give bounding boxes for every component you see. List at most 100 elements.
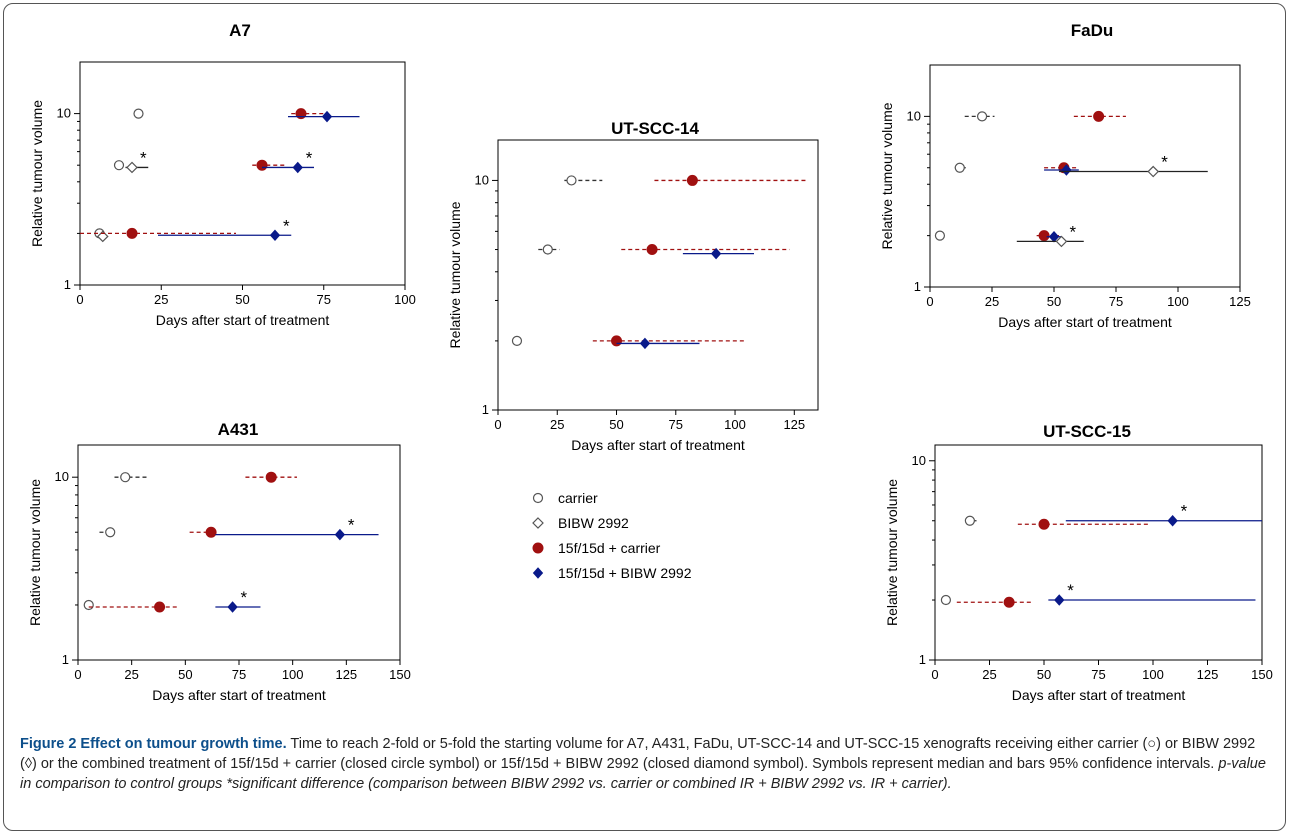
plot-frame [497,139,819,411]
data-point-carrier [976,111,988,122]
caption-title: Figure 2 Effect on tumour growth time. [20,736,287,752]
x-axis-label: Days after start of treatment [156,312,330,328]
y-tick-label: 10 [475,172,489,187]
x-tick-label: 75 [1091,667,1105,682]
significance-mark: * [241,588,248,607]
chart-title: A431 [218,420,259,439]
legend-label: 15f/15d + BIBW 2992 [558,565,692,581]
y-axis-label: Relative tumour volume [879,102,895,249]
data-point-carrier [83,599,94,611]
data-point-bibw [126,161,138,174]
x-tick-label: 100 [1142,667,1164,682]
x-tick-label: 150 [1251,667,1273,682]
data-point-ir-bibw [1167,515,1178,527]
legend-marker-bibw [532,517,544,529]
data-point-carrier [120,472,131,483]
data-point-bibw [96,230,109,243]
figure-frame [3,3,1286,831]
x-tick-label: 125 [335,667,357,682]
data-point-bibw [1147,165,1160,178]
data-point-ir-bibw [710,247,722,260]
y-tick-label: 10 [57,106,71,121]
data-point-ir-carrier [611,335,623,347]
y-tick-label: 10 [907,108,921,123]
x-tick-label: 125 [783,417,805,432]
x-tick-label: 25 [154,292,168,307]
x-tick-label: 75 [669,417,683,432]
y-tick-label: 1 [64,277,71,292]
data-point-ir-carrier [205,526,217,538]
x-tick-label: 75 [317,292,331,307]
data-point-ir-carrier [126,227,138,239]
data-point-ir-carrier [646,244,658,256]
x-tick-label: 50 [609,417,623,432]
x-tick-label: 0 [926,294,933,309]
x-tick-label: 75 [232,667,246,682]
data-point-carrier [133,108,144,119]
legend-label: BIBW 2992 [558,515,629,531]
y-tick-label: 1 [62,652,69,667]
y-axis-label: Relative tumour volume [27,479,43,626]
data-point-ir-carrier [1003,596,1015,608]
data-point-ir-bibw [227,601,238,613]
significance-mark: * [1069,222,1076,241]
significance-mark: * [1067,581,1074,600]
x-tick-label: 25 [550,417,564,432]
x-tick-label: 125 [1197,667,1219,682]
x-tick-label: 50 [178,667,192,682]
data-point-ir-bibw [269,229,281,242]
plot-frame [79,61,406,286]
chart-panel-fadu: FaDu 0 25 50 75 100 125 1 10 Days after start of … [879,21,1251,330]
significance-mark: * [1181,502,1188,521]
x-tick-label: 100 [1167,294,1189,309]
legend-label: 15f/15d + carrier [558,540,661,556]
data-point-carrier [940,594,952,606]
chart-panel-ut-scc-14: UT-SCC-14 0 25 50 75 100 125 1 10 Days after star… [447,119,819,453]
data-point-ir-bibw [292,161,303,174]
significance-mark: * [140,148,147,167]
chart-title: FaDu [1071,21,1114,40]
data-point-bibw [1055,235,1068,248]
y-axis-label: Relative tumour volume [884,479,900,626]
chart-title: A7 [229,21,251,40]
x-axis-label: Days after start of treatment [571,437,745,453]
plot-frame [934,444,1263,661]
data-point-ir-bibw [334,528,346,541]
x-tick-label: 50 [1037,667,1051,682]
x-tick-label: 0 [494,417,501,432]
caption-body: Time to reach 2-fold or 5-fold the start… [20,736,1256,772]
legend-marker-carrier [532,492,544,504]
legend-marker-ir-bibw [532,567,544,579]
x-tick-label: 75 [1109,294,1123,309]
chart-panel-a7: A7 0 25 50 75 100 1 10 Days after start of treat… [29,21,416,328]
data-point-carrier [105,527,116,538]
chart-panel-a431: A431 0 25 50 75 100 125 150 1 10 Days after start … [27,420,411,703]
x-tick-label: 50 [235,292,249,307]
x-tick-label: 100 [282,667,304,682]
data-point-ir-bibw [1054,594,1065,606]
x-axis-label: Days after start of treatment [152,687,326,703]
chart-panel-ut-scc-15: UT-SCC-15 0 25 50 75 100 125 150 1 10 Days after s… [884,422,1273,703]
data-point-carrier [566,175,577,186]
figure-caption: Figure 2 Effect on tumour growth time. T… [20,734,1270,794]
x-axis-label: Days after start of treatment [1012,687,1186,703]
data-point-carrier [954,162,965,173]
data-point-carrier [113,160,125,171]
chart-title: UT-SCC-14 [611,119,699,138]
x-tick-label: 50 [1047,294,1061,309]
data-point-ir-carrier [686,174,698,186]
y-axis-label: Relative tumour volume [29,100,45,247]
data-point-ir-bibw [1061,164,1072,176]
y-tick-label: 10 [912,453,926,468]
caption-italic: p-value in comparison to control groups … [20,756,1266,792]
x-tick-label: 125 [1229,294,1251,309]
x-tick-label: 25 [982,667,996,682]
data-point-ir-bibw [639,337,651,350]
x-tick-label: 100 [394,292,416,307]
y-tick-label: 1 [914,279,921,294]
data-point-ir-carrier [265,471,277,483]
significance-mark: * [348,516,355,535]
legend-marker-ir-carrier [532,542,544,554]
x-tick-label: 150 [389,667,411,682]
